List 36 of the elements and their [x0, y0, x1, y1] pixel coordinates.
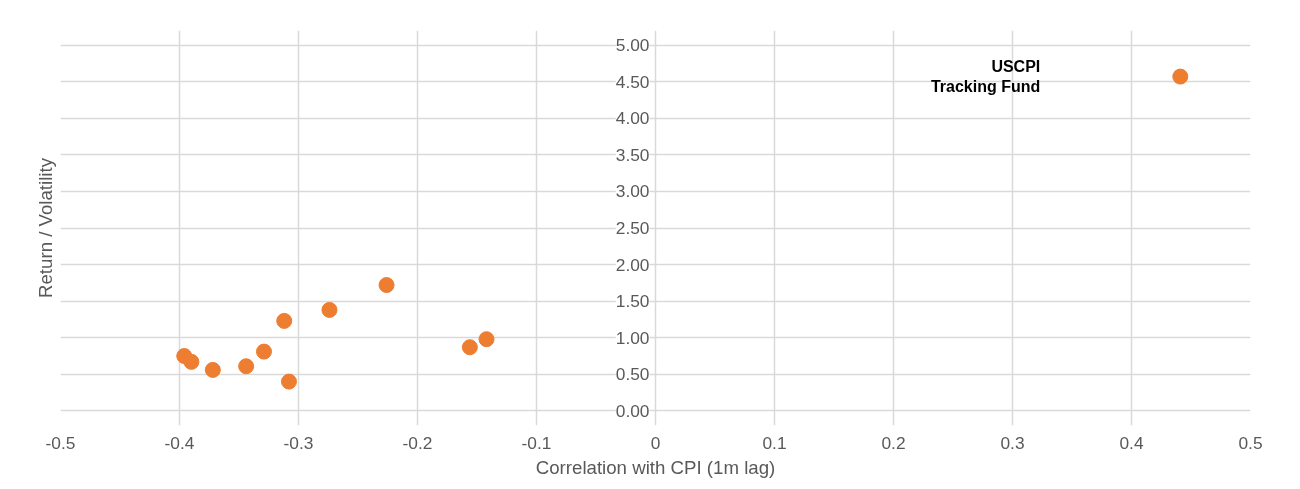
x-tick-label: 0.1: [762, 432, 787, 453]
x-tick-label: 0.2: [881, 432, 906, 453]
point: [461, 339, 478, 356]
x-tick-label: 0.5: [1238, 432, 1263, 453]
x-tick-label: 0.3: [1000, 432, 1025, 453]
y-tick-label: 2.50: [615, 218, 650, 238]
point: [276, 312, 293, 329]
y-tick-label: 0.50: [615, 364, 650, 385]
y-tick-label: 4.00: [615, 108, 650, 129]
x-tick-label: -0.1: [521, 432, 552, 453]
point: [1172, 68, 1189, 85]
point: [238, 358, 255, 375]
point: [183, 353, 200, 370]
y-tick-label: 1.00: [615, 327, 650, 348]
y-tick-label: 3.50: [615, 144, 650, 165]
x-tick-label: -0.3: [283, 432, 314, 453]
y-tick-label: 4.50: [615, 71, 650, 92]
y-tick-label: 5.00: [615, 35, 650, 56]
x-tick-label: -0.2: [402, 432, 433, 453]
y-tick-label: 2.00: [615, 254, 650, 275]
point: [321, 301, 338, 318]
y-tick-label: 1.50: [615, 291, 650, 312]
point: [280, 373, 297, 390]
y-axis-title: Return / Volatility: [34, 157, 56, 298]
point: [204, 361, 221, 378]
x-tick-label: -0.4: [164, 432, 195, 453]
point: [378, 277, 395, 294]
annotation: USCPI Tracking Fund: [930, 57, 1041, 96]
y-tick-label: 0.00: [615, 400, 650, 421]
x-tick-label: 0: [650, 432, 661, 453]
x-axis-title: Correlation with CPI (1m lag): [535, 456, 776, 478]
point: [255, 343, 272, 360]
x-tick-label: -0.5: [45, 432, 76, 453]
point: [478, 331, 495, 348]
x-tick-label: 0.4: [1119, 432, 1144, 453]
y-tick-label: 3.00: [615, 181, 650, 202]
